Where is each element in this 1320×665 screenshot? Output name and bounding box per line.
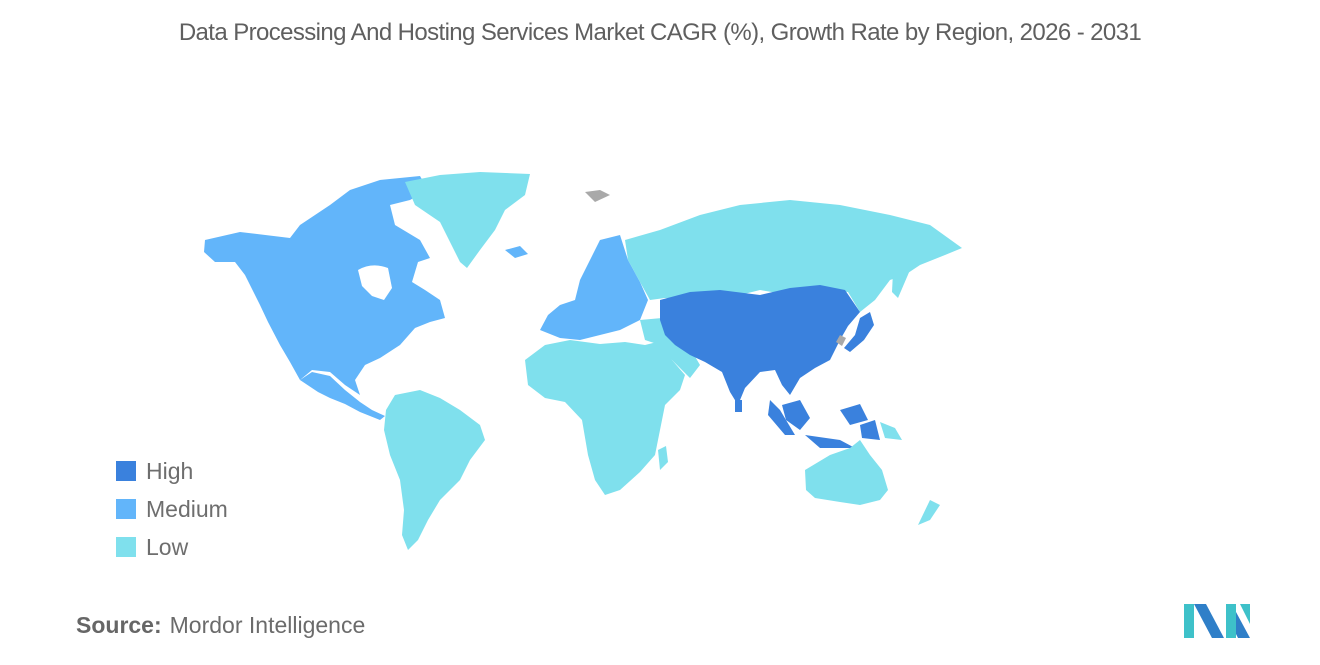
- region-russia: [625, 200, 962, 312]
- hudson-bay: [358, 265, 392, 300]
- legend-label: Medium: [146, 495, 228, 522]
- region-asia-pacific: [660, 285, 880, 448]
- source-line: Source: Mordor Intelligence: [76, 612, 365, 639]
- region-madagascar: [658, 446, 668, 470]
- region-greenland: [405, 172, 530, 268]
- region-kamchatka: [892, 262, 910, 298]
- legend-label: High: [146, 457, 194, 484]
- legend-swatch-high: [116, 461, 136, 481]
- region-south-america: [384, 390, 485, 550]
- legend-label: Low: [146, 533, 189, 560]
- source-value: Mordor Intelligence: [169, 612, 366, 638]
- legend-item-medium: Medium: [116, 490, 228, 528]
- legend-item-high: High: [116, 452, 228, 490]
- legend-swatch-medium: [116, 499, 136, 519]
- mordor-logo-icon: [1184, 604, 1250, 638]
- legend: High Medium Low: [116, 452, 228, 566]
- region-papua-new-guinea: [880, 422, 902, 440]
- region-no-data: [585, 190, 846, 346]
- region-new-zealand: [918, 500, 940, 525]
- source-label: Source:: [76, 612, 162, 638]
- region-australia: [805, 440, 888, 505]
- region-europe: [540, 235, 648, 340]
- chart-title: Data Processing And Hosting Services Mar…: [178, 19, 1142, 46]
- legend-swatch-low: [116, 537, 136, 557]
- region-north-america: [204, 176, 528, 420]
- region-middle-east: [640, 318, 700, 378]
- region-africa: [525, 340, 685, 495]
- legend-item-low: Low: [116, 528, 228, 566]
